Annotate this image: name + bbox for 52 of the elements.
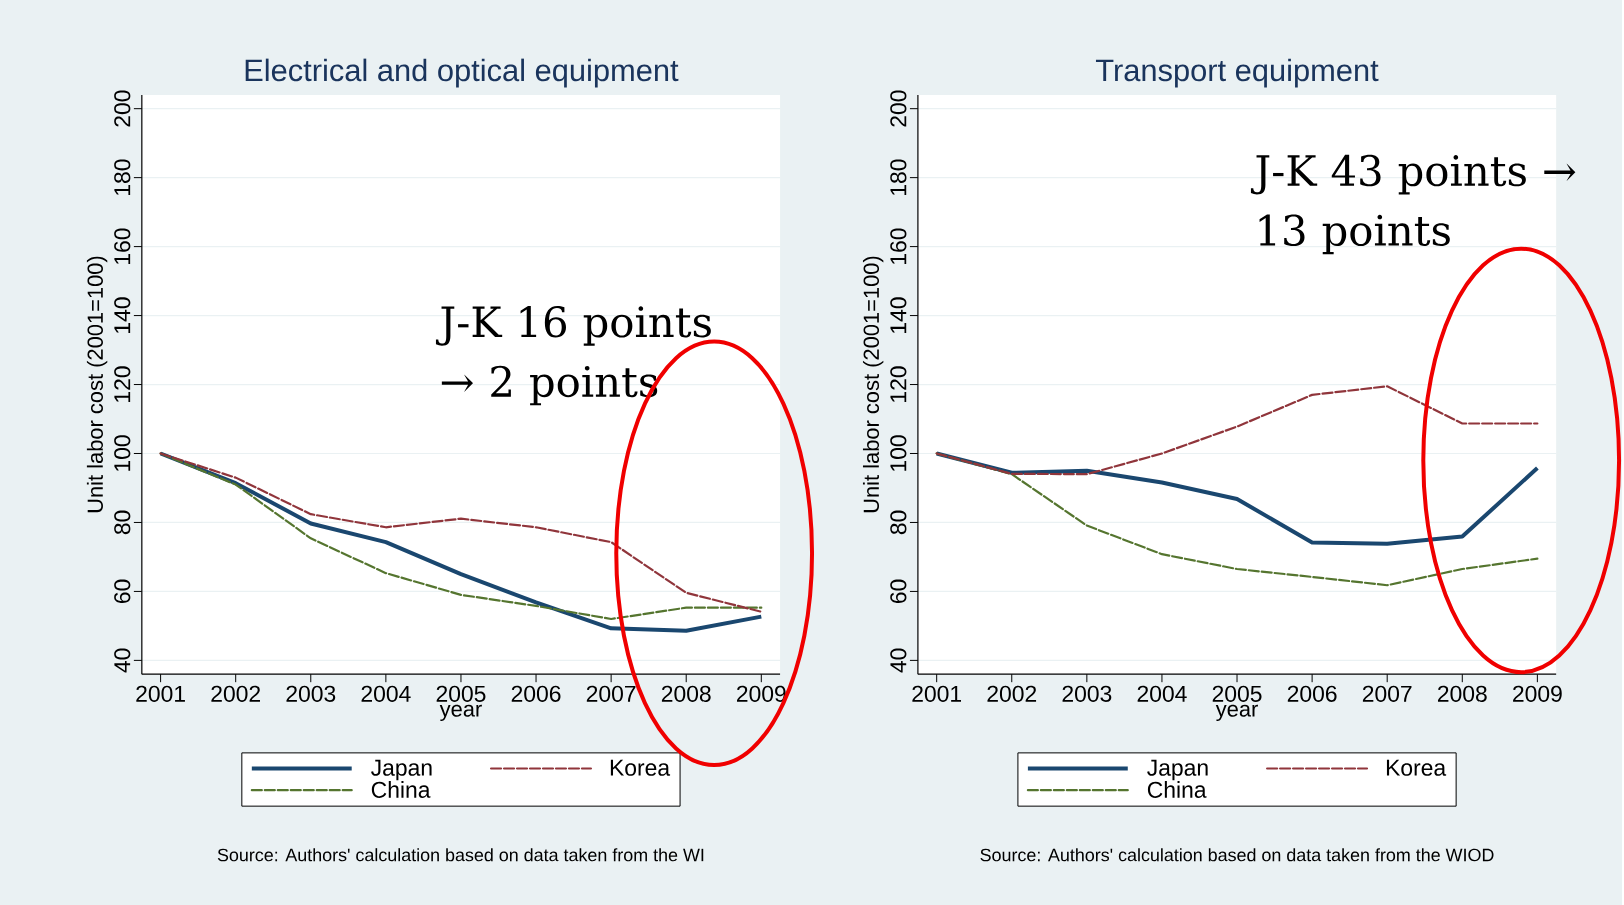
x-tick-label: 2007 bbox=[1362, 685, 1412, 702]
x-tick-label: 2003 bbox=[1062, 685, 1112, 702]
x-tick-label: 2009 bbox=[1513, 685, 1562, 702]
x-axis-title: year bbox=[439, 704, 482, 722]
chart-title: Transport equipment bbox=[1095, 58, 1379, 88]
y-tick-label: 200 bbox=[114, 90, 131, 127]
y-tick-label: 140 bbox=[890, 297, 907, 333]
x-tick-label: 2002 bbox=[211, 685, 260, 702]
y-tick-label: 120 bbox=[890, 366, 907, 402]
x-tick-label: 2006 bbox=[1287, 685, 1337, 702]
x-tick-label: 2003 bbox=[286, 685, 336, 702]
y-tick-label: 40 bbox=[890, 648, 907, 673]
y-tick-label: 120 bbox=[114, 366, 131, 402]
legend-label: Korea bbox=[1386, 759, 1447, 776]
x-tick-label: 2005 bbox=[436, 685, 486, 702]
y-tick-label: 80 bbox=[890, 510, 907, 535]
x-tick-label: 2004 bbox=[361, 685, 411, 702]
x-tick-label: 2004 bbox=[1137, 685, 1187, 702]
y-tick-label: 200 bbox=[890, 90, 907, 127]
y-tick-label: 60 bbox=[114, 579, 131, 604]
x-tick-label: 2001 bbox=[912, 685, 962, 702]
legend-label: Japan bbox=[1147, 759, 1208, 781]
x-tick-label: 2005 bbox=[1212, 685, 1262, 702]
y-tick-label: 160 bbox=[890, 228, 907, 264]
x-tick-label: 2002 bbox=[987, 685, 1037, 702]
y-tick-label: 100 bbox=[114, 435, 131, 471]
legend-label: Japan bbox=[371, 759, 432, 781]
x-tick-label: 2008 bbox=[661, 685, 711, 702]
source-note: Source: Authors' calculation based on data taken from the WIOD bbox=[980, 848, 1494, 862]
y-tick-label: 100 bbox=[890, 435, 907, 471]
y-axis-title: Unit labor cost (2001=100) bbox=[862, 256, 884, 513]
y-tick-label: 60 bbox=[890, 579, 907, 604]
y-tick-label: 40 bbox=[114, 648, 131, 673]
legend-label: Korea bbox=[610, 759, 671, 776]
y-tick-label: 180 bbox=[114, 159, 131, 196]
y-tick-label: 180 bbox=[890, 159, 907, 196]
x-tick-label: 2008 bbox=[1437, 685, 1487, 702]
legend-label: China bbox=[1147, 781, 1207, 798]
y-tick-label: 80 bbox=[114, 510, 131, 535]
chart-title: Electrical and optical equipment bbox=[245, 58, 679, 88]
x-tick-label: 2006 bbox=[511, 685, 561, 702]
x-axis-title: year bbox=[1215, 704, 1258, 722]
source-note: Source: Authors' calculation based on data taken from the WI bbox=[217, 848, 704, 862]
line-series bbox=[935, 385, 1539, 476]
y-tick-label: 140 bbox=[114, 297, 131, 333]
x-tick-label: 2001 bbox=[136, 685, 185, 702]
x-tick-label: 2009 bbox=[737, 685, 786, 702]
y-axis-title: Unit labor cost (2001=100) bbox=[86, 256, 108, 513]
annotation: J-K 43 points → 13 points bbox=[1250, 154, 1576, 255]
x-tick-label: 2007 bbox=[586, 685, 636, 702]
y-tick-label: 160 bbox=[114, 228, 131, 264]
legend-label: China bbox=[371, 781, 431, 798]
